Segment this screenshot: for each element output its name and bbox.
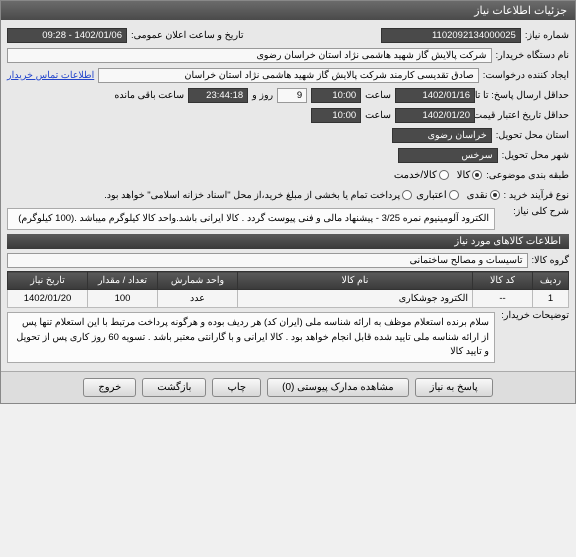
cell-date: 1402/01/20 [8, 290, 88, 308]
cell-qty: 100 [88, 290, 158, 308]
requester-value: صادق تقدیسی کارمند شرکت پالایش گاز شهید … [98, 68, 479, 83]
cell-code: -- [473, 290, 533, 308]
pt-credit-label: اعتباری [416, 190, 446, 201]
purchase-type-radios: نقدی اعتباری [416, 190, 499, 201]
category-goods-option[interactable]: کالا [457, 170, 483, 181]
view-attachments-button[interactable]: مشاهده مدارک پیوستی (0) [267, 378, 409, 397]
category-radios: کالا کالا/خدمت [394, 170, 482, 181]
goods-group-value: تاسیسات و مصالح ساختمانی [7, 253, 528, 268]
response-deadline-label: حداقل ارسال پاسخ: تا تاریخ: [479, 90, 569, 101]
time-remaining: 23:44:18 [188, 88, 248, 103]
public-announce-label: تاریخ و ساعت اعلان عمومی: [131, 30, 244, 41]
button-row: پاسخ به نیاز مشاهده مدارک پیوستی (0) چاپ… [1, 371, 575, 403]
category-label: طبقه بندی موضوعی: [486, 170, 569, 181]
payment-note-check: پرداخت تمام یا بخشی از مبلغ خرید،از محل … [104, 190, 412, 201]
price-validity-label: حداقل تاریخ اعتبار قیمت: تا تاریخ: [479, 110, 569, 121]
radio-unchecked-icon [439, 170, 449, 180]
cell-name: الکترود جوشکاری [238, 290, 473, 308]
col-code: کد کالا [473, 272, 533, 290]
pt-cash-label: نقدی [467, 190, 488, 201]
checkbox-icon [402, 190, 412, 200]
buyer-org-label: نام دستگاه خریدار: [496, 50, 570, 61]
response-date-value: 1402/01/16 [395, 88, 475, 103]
category-service-label: کالا/خدمت [394, 170, 437, 181]
col-name: نام کالا [238, 272, 473, 290]
delivery-province-label: استان محل تحویل: [496, 130, 569, 141]
purchase-type-label: نوع فرآیند خرید : [504, 190, 569, 201]
public-announce-value: 1402/01/06 - 09:28 [7, 28, 127, 43]
print-button[interactable]: چاپ [212, 378, 261, 397]
goods-section-header: اطلاعات کالاهای مورد نیاز [7, 234, 569, 249]
window-title: جزئیات اطلاعات نیاز [474, 5, 567, 17]
main-content: شماره نیاز: 1102092134000025 تاریخ و ساع… [1, 20, 575, 371]
req-no-label: شماره نیاز: [525, 30, 569, 41]
pt-cash-option[interactable]: نقدی [467, 190, 500, 201]
col-date: تاریخ نیاز [8, 272, 88, 290]
back-button[interactable]: بازگشت [142, 378, 206, 397]
radio-checked-icon [490, 190, 500, 200]
table-row[interactable]: 1 -- الکترود جوشکاری عدد 100 1402/01/20 [8, 290, 569, 308]
goods-group-label: گروه کالا: [532, 255, 569, 266]
goods-table: ردیف کد کالا نام کالا واحد شمارش تعداد /… [7, 271, 569, 308]
buyer-notes-label: توضیحات خریدار: [499, 310, 569, 321]
col-row: ردیف [533, 272, 569, 290]
radio-unchecked-icon [449, 190, 459, 200]
contact-link[interactable]: اطلاعات تماس خریدار [7, 70, 94, 81]
days-label: روز و [252, 90, 273, 101]
cell-unit: عدد [158, 290, 238, 308]
time-label-1: ساعت [365, 90, 391, 101]
delivery-city-value: سرخس [398, 148, 498, 163]
response-time-value: 10:00 [311, 88, 361, 103]
payment-note: پرداخت تمام یا بخشی از مبلغ خرید،از محل … [104, 190, 400, 201]
requester-label: ایجاد کننده درخواست: [483, 70, 569, 81]
details-window: جزئیات اطلاعات نیاز شماره نیاز: 11020921… [0, 0, 576, 404]
days-remaining: 9 [277, 88, 307, 103]
req-no-value: 1102092134000025 [381, 28, 521, 43]
radio-checked-icon [472, 170, 482, 180]
exit-button[interactable]: خروج [83, 378, 136, 397]
price-date-value: 1402/01/20 [395, 108, 475, 123]
buyer-org-value: شرکت پالایش گاز شهید هاشمی نژاد استان خر… [7, 48, 492, 63]
col-unit: واحد شمارش [158, 272, 238, 290]
general-desc-label: شرح کلی نیاز: [499, 206, 569, 217]
category-service-option[interactable]: کالا/خدمت [394, 170, 449, 181]
general-desc-value: الکترود آلومینیوم نمره 3/25 - پیشنهاد ما… [7, 208, 495, 230]
delivery-city-label: شهر محل تحویل: [502, 150, 569, 161]
time-remain-label: ساعت باقی مانده [114, 90, 184, 101]
category-goods-label: کالا [457, 170, 471, 181]
cell-row: 1 [533, 290, 569, 308]
pt-credit-option[interactable]: اعتباری [416, 190, 458, 201]
delivery-province-value: خراسان رضوی [392, 128, 492, 143]
price-time-value: 10:00 [311, 108, 361, 123]
respond-button[interactable]: پاسخ به نیاز [415, 378, 493, 397]
buyer-notes-value: سلام برنده استعلام موظف به ارائه شناسه م… [7, 312, 495, 363]
time-label-2: ساعت [365, 110, 391, 121]
col-qty: تعداد / مقدار [88, 272, 158, 290]
window-title-bar: جزئیات اطلاعات نیاز [1, 1, 575, 20]
